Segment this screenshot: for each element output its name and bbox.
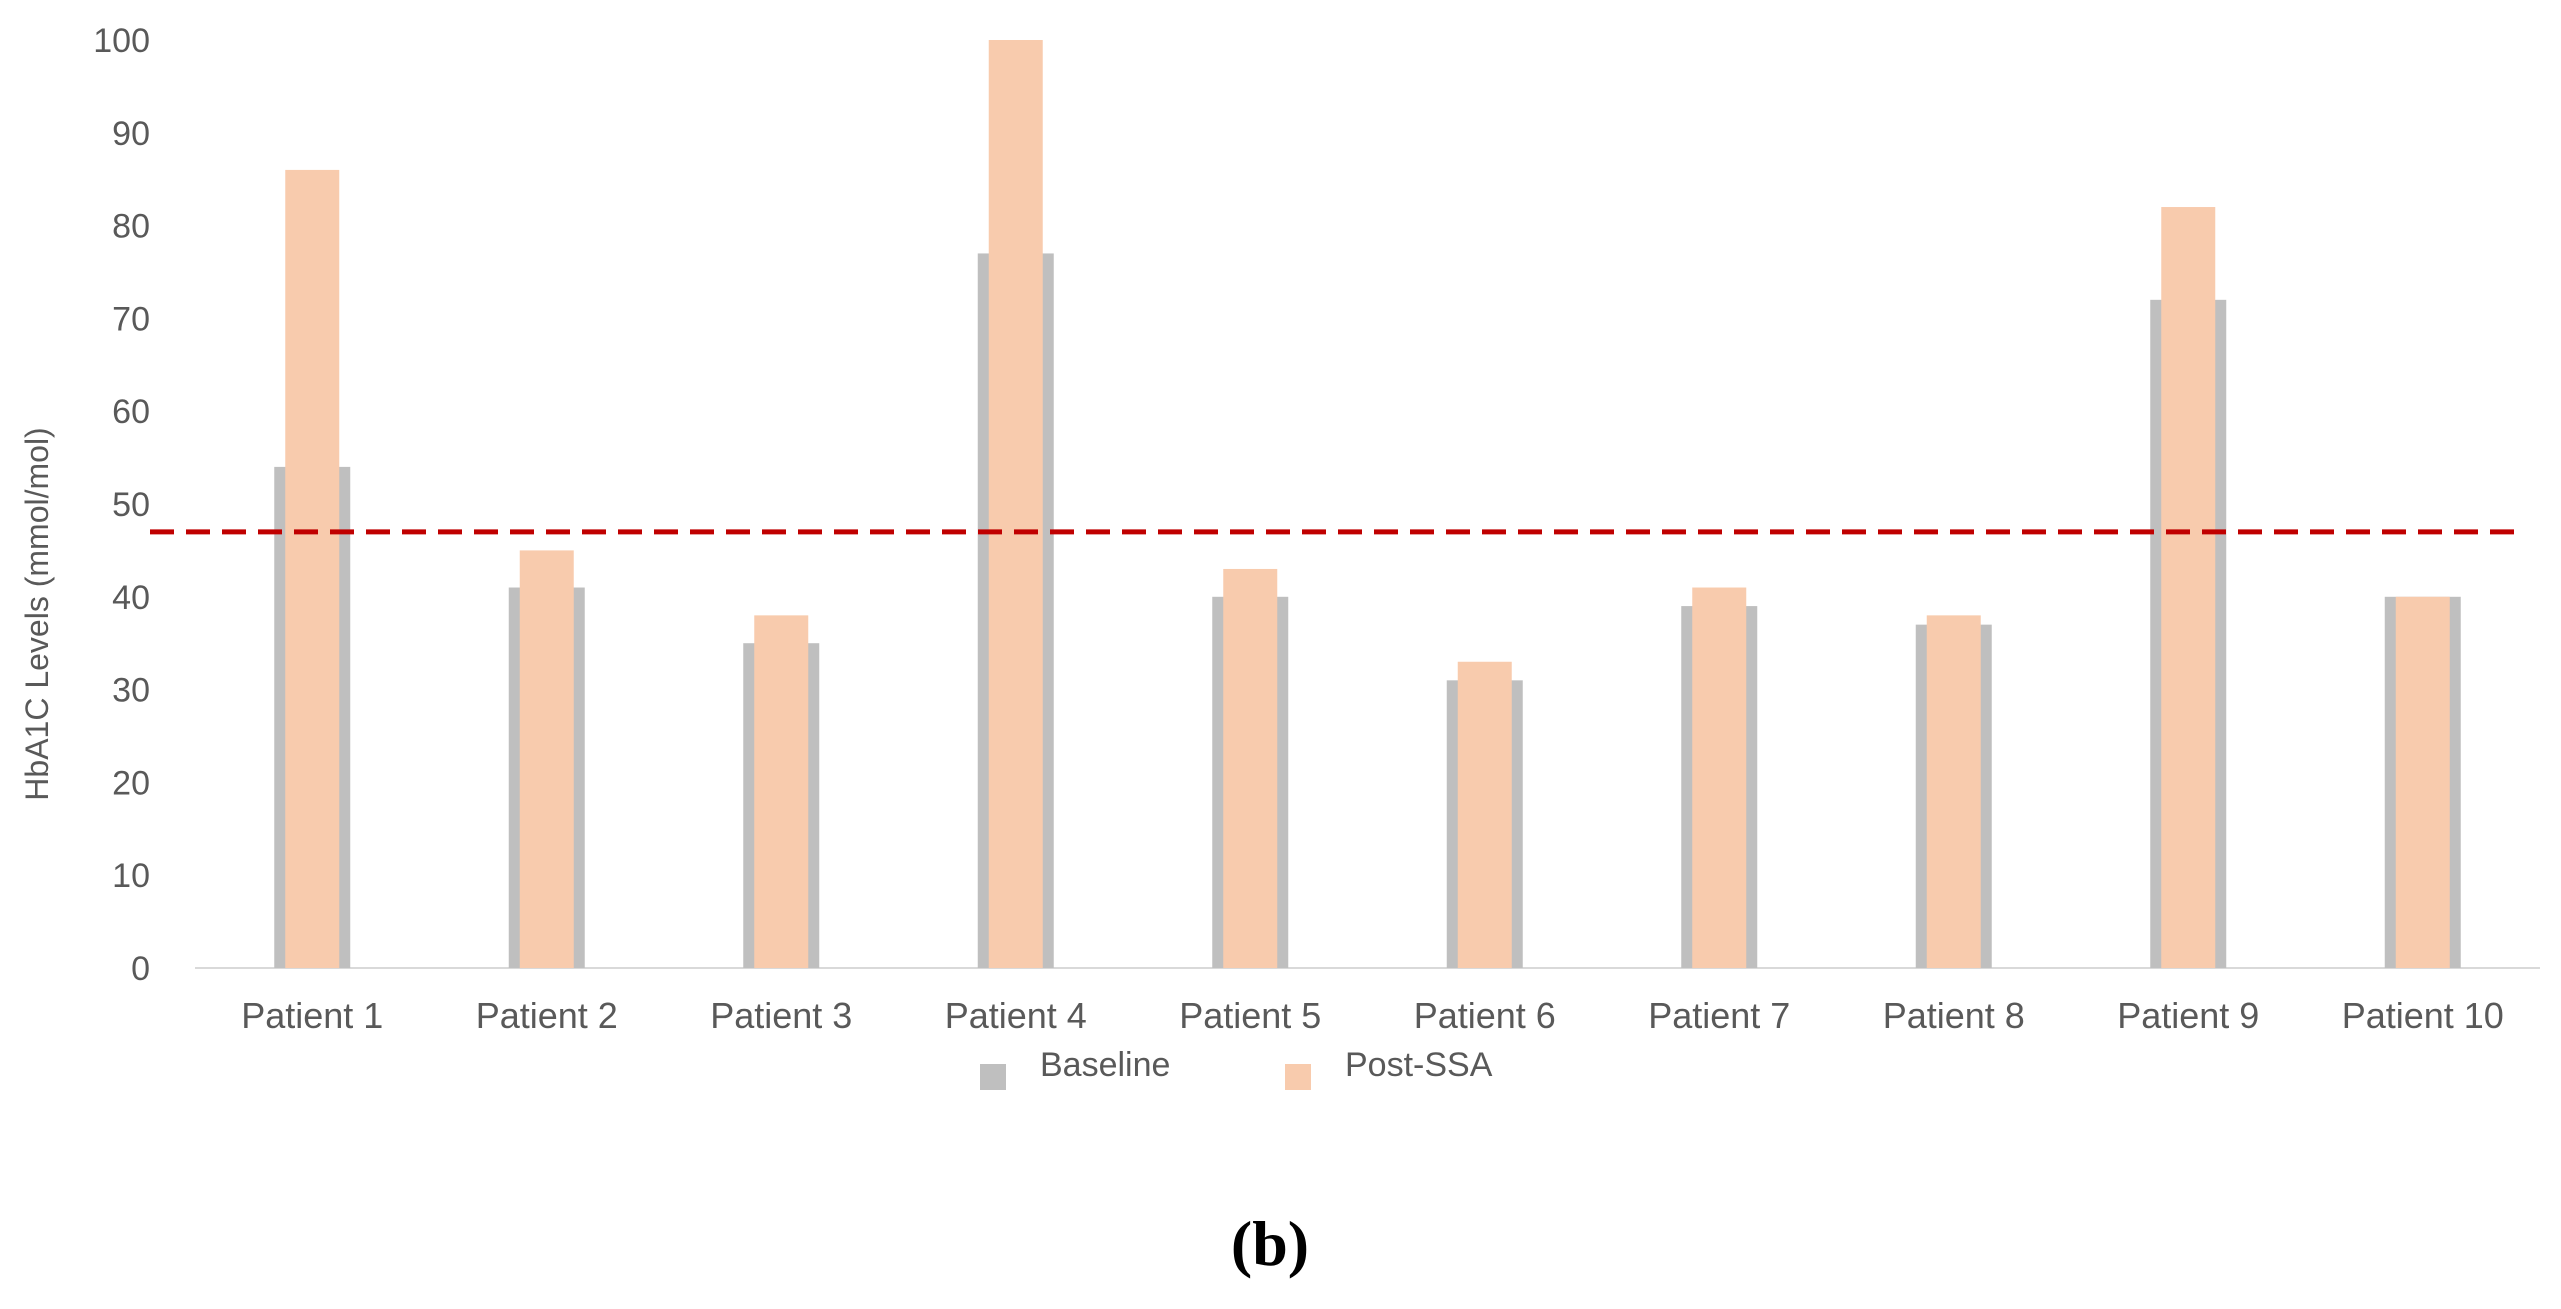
bar-post-ssa [1692,587,1747,968]
panel-label: (b) [1231,1208,1309,1279]
y-tick-label: 50 [112,486,150,524]
y-tick-label: 30 [112,672,150,710]
x-tick-label: Patient 1 [241,995,383,1036]
y-tick-label: 20 [112,764,150,802]
y-tick-label: 10 [112,857,150,895]
y-tick-label: 90 [112,115,150,153]
y-axis-title: HbA1C Levels (mmol/mol) [19,427,55,800]
bar-post-ssa [1926,615,1981,968]
x-tick-label: Patient 6 [1414,995,1556,1036]
x-tick-label: Patient 2 [476,995,618,1036]
legend-swatch-post-ssa [1285,1064,1311,1090]
legend-label-post-ssa: Post-SSA [1345,1046,1493,1084]
bars [274,40,2461,969]
x-tick-label: Patient 8 [1883,995,2025,1036]
y-tick-label: 100 [93,22,150,60]
x-tick-label: Patient 4 [945,995,1087,1036]
x-tick-label: Patient 9 [2117,995,2259,1036]
y-tick-label: 40 [112,579,150,617]
bar-post-ssa [285,169,340,969]
legend: Baseline Post-SSA [980,1046,1493,1090]
y-axis-ticks: 0 10 20 30 40 50 60 70 80 90 100 [93,22,150,988]
category-labels: Patient 1 Patient 2 Patient 3 Patient 4 Pati… [241,995,2504,1036]
y-tick-label: 70 [112,300,150,338]
legend-swatch-baseline [980,1064,1006,1090]
bar-post-ssa [2161,207,2216,969]
bar-post-ssa [754,615,809,968]
x-tick-label: Patient 10 [2342,995,2504,1036]
x-tick-label: Patient 5 [1179,995,1321,1036]
bar-post-ssa [1223,568,1278,968]
legend-label-baseline: Baseline [1040,1046,1170,1084]
y-tick-label: 0 [131,950,150,988]
bar-post-ssa [519,550,574,968]
x-tick-label: Patient 7 [1648,995,1790,1036]
x-tick-label: Patient 3 [710,995,852,1036]
y-tick-label: 80 [112,208,150,246]
y-tick-label: 60 [112,393,150,431]
bar-post-ssa [988,40,1043,968]
bar-post-ssa [1457,661,1512,968]
bar-post-ssa [2395,596,2450,968]
